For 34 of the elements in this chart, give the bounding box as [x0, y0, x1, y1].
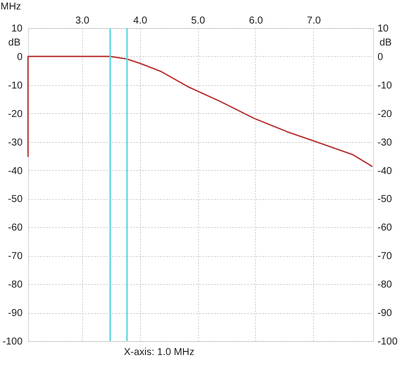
y2-tick-label: -30	[378, 137, 392, 148]
y-tick-label: -100	[2, 336, 23, 348]
y-tick-label: 10	[11, 24, 23, 34]
text: X-axis: 1.0 MHz	[124, 347, 194, 358]
x-axis-title: MHz	[0, 2, 22, 12]
y-tick-label: -90	[8, 308, 23, 320]
y-tick-label: -10	[8, 80, 23, 92]
y-tick-label: -60	[8, 222, 23, 234]
y-tick-label: -80	[8, 280, 23, 291]
y2-tick-label: 0	[378, 52, 384, 63]
y-tick-label: -30	[8, 137, 23, 148]
y2-tick-label: -20	[378, 108, 392, 120]
y2-tick-label: -60	[378, 222, 392, 234]
x-tick-label: 5.0	[191, 16, 206, 26]
y2-tick-label: -50	[378, 194, 392, 206]
y2-tick-label: -40	[378, 166, 392, 177]
y2-tick-label: -100	[378, 336, 398, 348]
x-tick-label: 3.0	[75, 16, 90, 26]
x-tick-label: 4.0	[133, 16, 148, 26]
y2-tick-label: -10	[378, 80, 392, 92]
y2-tick-label: -80	[378, 280, 392, 291]
y2-tick-label: -70	[378, 251, 392, 262]
y2-axis-title: dB	[380, 38, 392, 48]
y-tick-label: -20	[8, 108, 23, 120]
y-tick-label: -40	[8, 166, 23, 177]
y-tick-label: 0	[16, 52, 23, 63]
y-tick-label: -50	[8, 194, 23, 206]
y2-tick-label: -90	[378, 308, 392, 320]
y-tick-label: -70	[8, 251, 23, 262]
y-axis-title: dB	[8, 38, 21, 48]
line-series	[27, 56, 374, 168]
x-tick-label: 6.0	[249, 16, 264, 26]
x-tick-label: 7.0	[306, 16, 322, 26]
y2-tick-label: 10	[378, 24, 390, 34]
